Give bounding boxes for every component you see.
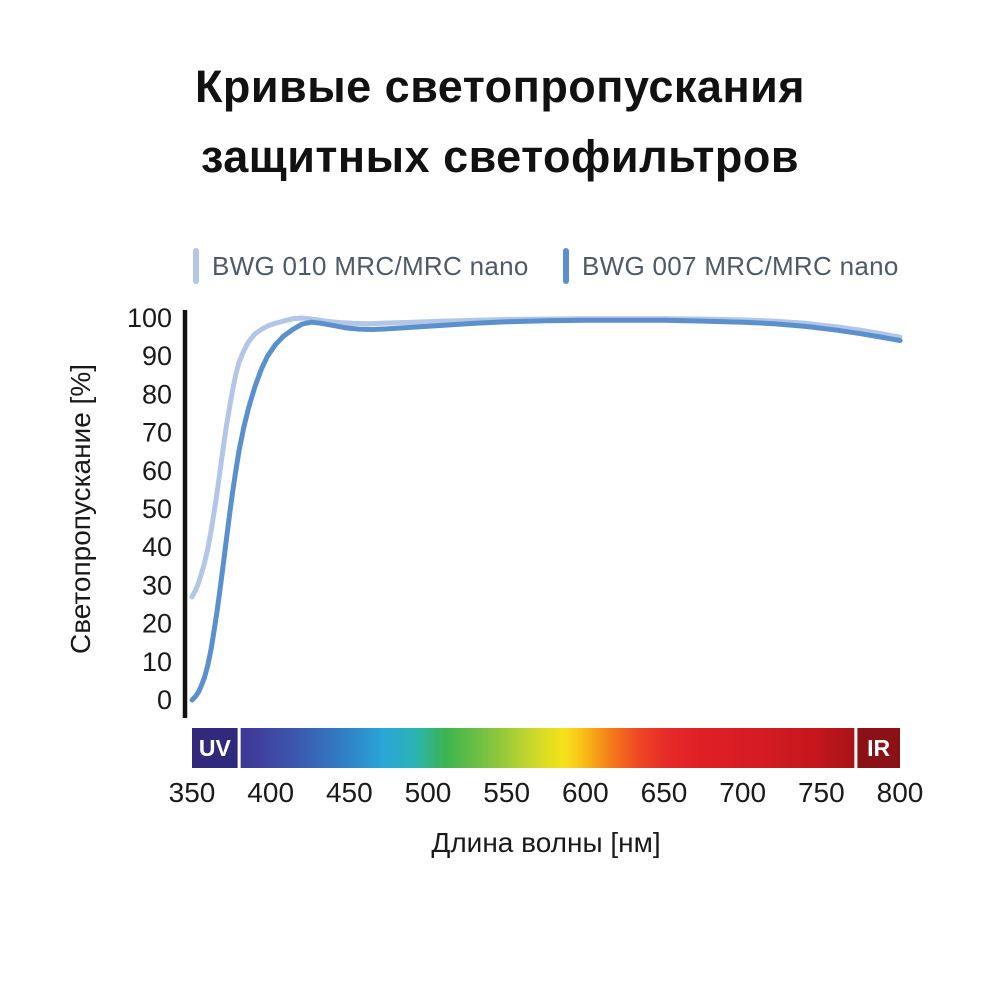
uv-label: UV <box>199 735 232 761</box>
x-tick-label: 350 <box>169 777 216 808</box>
y-tick-label: 0 <box>157 685 172 715</box>
legend-marker-bwg010 <box>193 248 199 284</box>
y-tick-label: 70 <box>142 418 172 448</box>
ir-band <box>857 728 900 768</box>
y-tick-label: 50 <box>142 494 172 524</box>
page-title: Кривые светопропускания защитных светофи… <box>0 52 1000 192</box>
y-tick-label: 100 <box>127 303 172 333</box>
uv-separator <box>237 728 241 768</box>
legend-marker-bwg007 <box>563 248 569 284</box>
x-tick-label: 750 <box>798 777 845 808</box>
transmission-chart: UV IR 0 10 20 30 40 50 60 70 80 90 100 350 400 450 500 55… <box>65 303 924 858</box>
ir-separator <box>854 728 858 768</box>
series-curve-1 <box>189 317 903 703</box>
x-tick-label: 400 <box>247 777 294 808</box>
page-title-line2: защитных светофильтров <box>200 130 800 182</box>
y-tick-label: 10 <box>142 647 172 677</box>
x-tick-label: 650 <box>641 777 688 808</box>
x-tick-label: 700 <box>719 777 766 808</box>
x-tick-label: 600 <box>562 777 609 808</box>
ir-label: IR <box>867 735 890 761</box>
y-tick-label: 90 <box>142 341 172 371</box>
chart-area: UV IR 0 10 20 30 40 50 60 70 80 90 100 350 400 450 500 55… <box>0 300 1000 920</box>
x-tick-label: 450 <box>326 777 373 808</box>
x-tick-label: 500 <box>405 777 452 808</box>
uv-band <box>192 728 238 768</box>
page-title-line1: Кривые светопропускания <box>194 61 806 112</box>
y-axis-title: Светопропускание [%] <box>65 364 96 654</box>
y-tick-label: 40 <box>142 532 172 562</box>
y-tick-label: 80 <box>142 379 172 409</box>
x-axis-title: Длина волны [нм] <box>431 827 660 858</box>
y-tick-label: 20 <box>142 609 172 639</box>
legend-label-bwg010: BWG 010 MRC/MRC nano <box>212 250 529 281</box>
x-tick-label: 550 <box>483 777 530 808</box>
spectrum-bar <box>192 728 900 768</box>
y-tick-label: 30 <box>142 570 172 600</box>
legend-item-bwg010: BWG 010 MRC/MRC nano <box>193 244 529 288</box>
x-tick-label: 800 <box>877 777 924 808</box>
legend-label-bwg007: BWG 007 MRC/MRC nano <box>582 250 899 281</box>
legend-item-bwg007: BWG 007 MRC/MRC nano <box>563 244 899 288</box>
series-curve-0 <box>189 315 903 600</box>
chart-legend: BWG 010 MRC/MRC nano BWG 007 MRC/MRC nan… <box>0 244 1000 288</box>
y-tick-label: 60 <box>142 456 172 486</box>
